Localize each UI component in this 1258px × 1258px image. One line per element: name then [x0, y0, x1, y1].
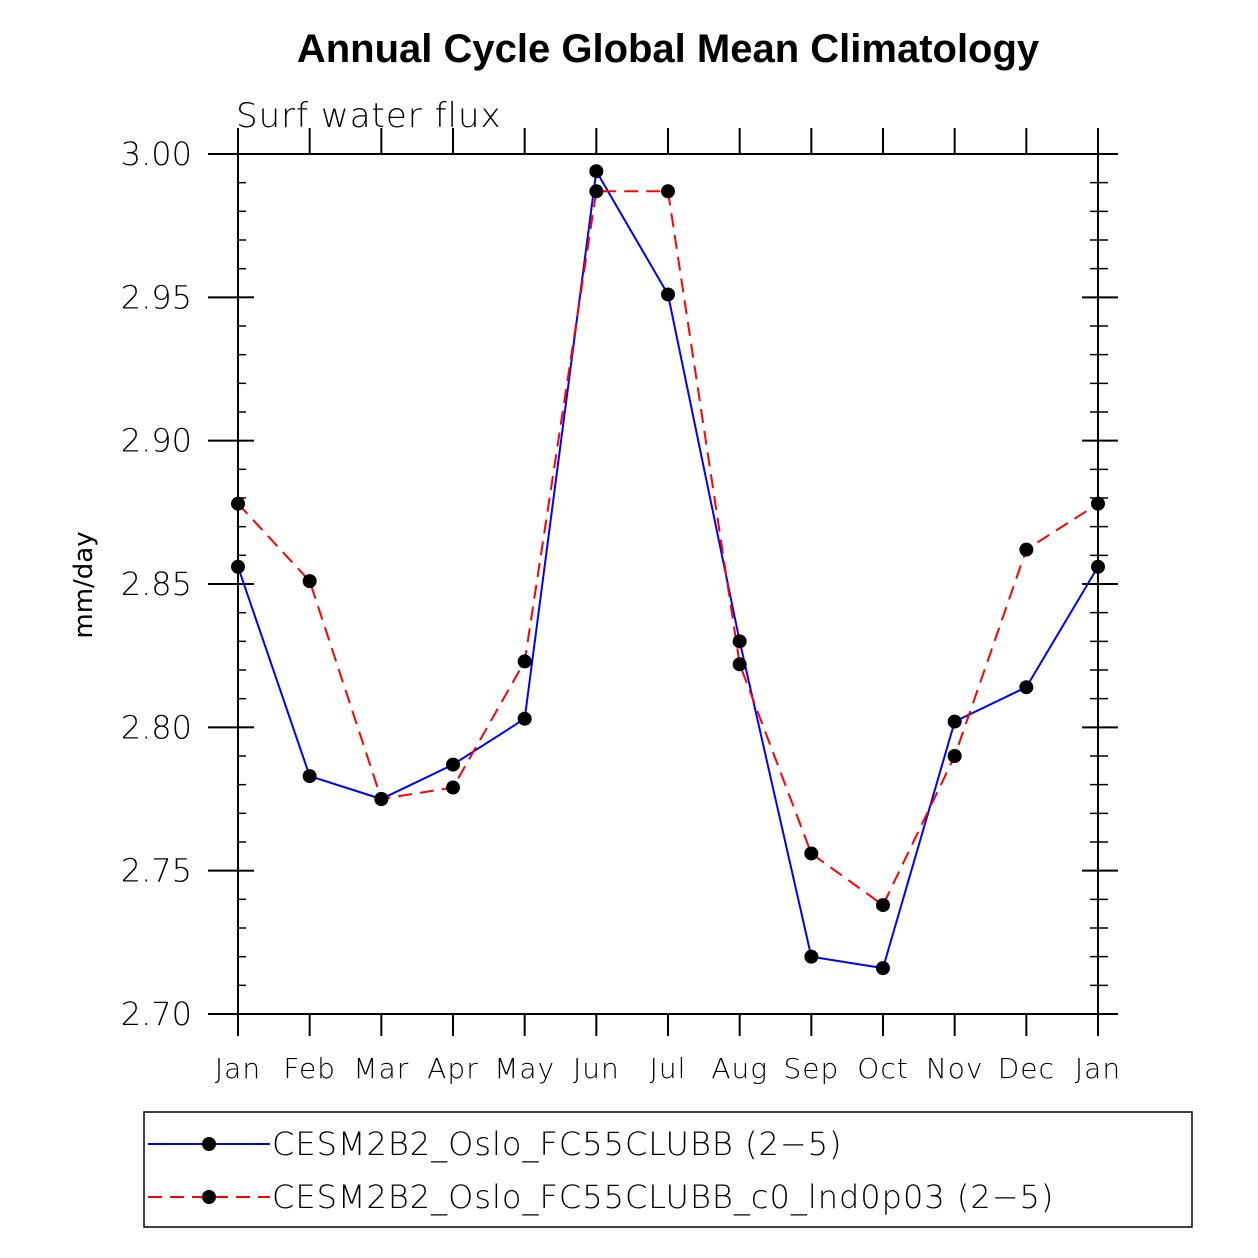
- chart-title: Annual Cycle Global Mean Climatology: [297, 27, 1040, 71]
- legend-box: [143, 1111, 1193, 1228]
- x-tick-label: Apr: [427, 1052, 478, 1085]
- x-tick-label: Nov: [926, 1052, 984, 1085]
- x-tick-label: Oct: [857, 1052, 908, 1085]
- legend-label-2: CESM2B2_Oslo_FC55CLUBB_c0_lnd0p03 (2−5): [272, 1178, 1054, 1216]
- data-point-series-2: [876, 898, 890, 913]
- x-tick-label: Jun: [573, 1052, 620, 1085]
- x-tick-label: Mar: [353, 1052, 409, 1085]
- x-tick-label: Dec: [998, 1052, 1055, 1085]
- series-points: [231, 164, 1105, 976]
- x-tick-label: Jul: [650, 1052, 687, 1085]
- x-tick-labels: Jan Feb Mar Apr May Jun Jul Aug Sep Oct Nov Dec Jan: [215, 1052, 1121, 1085]
- chart-subtitle: Surf water flux: [236, 96, 502, 136]
- data-point-series-1: [732, 634, 747, 649]
- y-tick-label: 2.90: [121, 422, 192, 460]
- legend: CESM2B2_Oslo_FC55CLUBB (2−5) CESM2B2_Osl…: [143, 1111, 1193, 1228]
- y-tick-labels: 2.70 2.75 2.80 2.85 2.90 2.95 3.00: [121, 135, 192, 1033]
- x-tick-label: Jan: [215, 1052, 261, 1085]
- x-tick-label: Aug: [711, 1052, 768, 1085]
- y-tick-label: 2.70: [121, 995, 192, 1033]
- data-point-series-2: [374, 792, 389, 806]
- y-tick-label: 2.85: [121, 565, 192, 603]
- data-point-series-2: [947, 749, 962, 763]
- legend-marker-2: [202, 1190, 216, 1204]
- data-point-series-2: [302, 574, 317, 589]
- x-tick-label: Feb: [283, 1052, 336, 1085]
- data-point-series-2: [1019, 542, 1034, 557]
- data-point-series-2: [517, 654, 532, 669]
- data-point-series-1: [804, 949, 819, 964]
- data-point-series-2: [446, 780, 460, 795]
- data-point-series-2: [732, 657, 747, 672]
- y-axis-label: mm/day: [69, 531, 99, 638]
- data-point-series-1: [876, 961, 890, 976]
- y-tick-label: 3.00: [121, 135, 192, 173]
- legend-marker-1: [202, 1137, 216, 1151]
- plot-frame: [237, 153, 1099, 1015]
- data-point-series-1: [661, 287, 675, 302]
- data-point-series-1: [1019, 680, 1034, 695]
- data-point-series-2: [661, 184, 675, 199]
- y-tick-label: 2.75: [121, 852, 192, 890]
- data-point-series-1: [517, 711, 532, 726]
- y-tick-label: 2.95: [121, 278, 192, 316]
- y-tick-label: 2.80: [121, 708, 192, 746]
- data-point-series-2: [589, 184, 604, 199]
- x-tick-label: Jan: [1075, 1052, 1121, 1085]
- legend-label-1: CESM2B2_Oslo_FC55CLUBB (2−5): [272, 1125, 843, 1163]
- data-point-series-1: [446, 757, 460, 772]
- data-point-series-2: [804, 846, 819, 861]
- data-point-series-1: [589, 164, 604, 179]
- x-tick-label: Sep: [783, 1052, 839, 1085]
- axis-ticks: [208, 128, 1118, 1036]
- x-tick-label: May: [494, 1052, 555, 1085]
- data-point-series-1: [947, 714, 962, 729]
- data-point-series-1: [302, 769, 317, 784]
